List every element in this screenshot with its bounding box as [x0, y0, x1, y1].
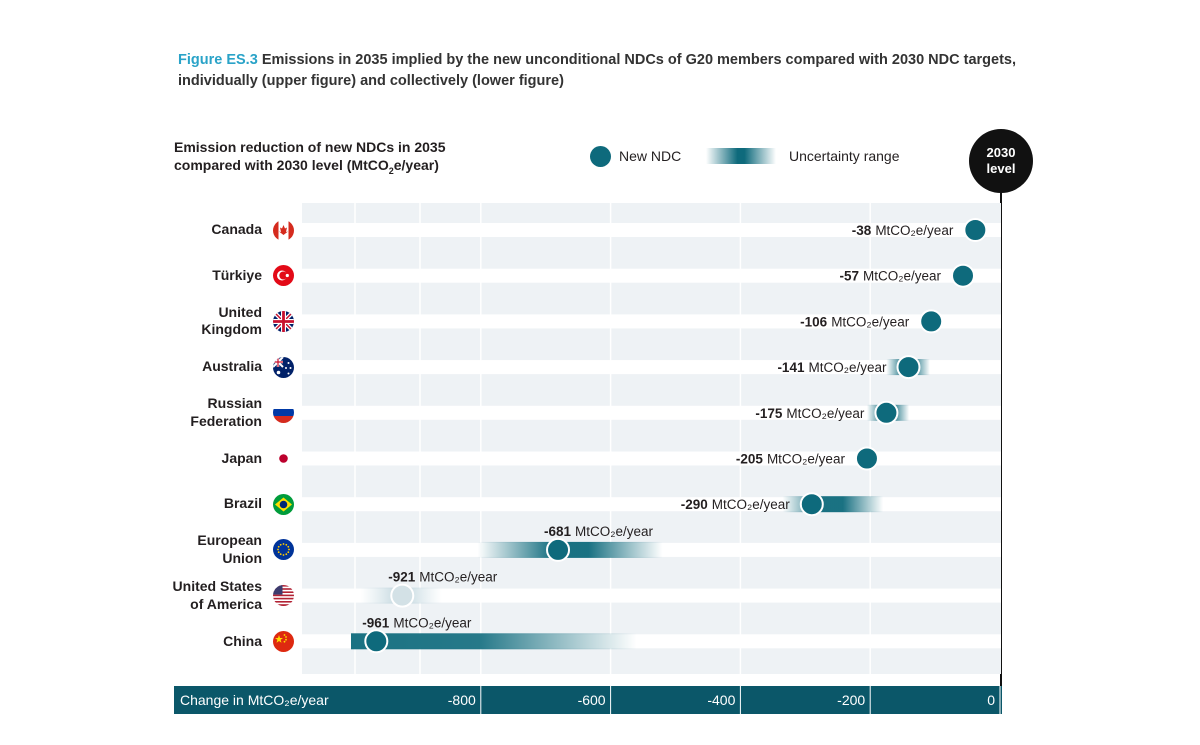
- header-line2-prefix: compared with 2030 level (MtCO: [174, 157, 389, 173]
- row-band: [302, 497, 1001, 512]
- country-label-canada: Canada: [211, 221, 262, 238]
- row-band: [302, 451, 1001, 466]
- figure-label: Figure ES.3: [178, 52, 258, 68]
- country-label-brazil: Brazil: [223, 495, 262, 512]
- ndc-marker-australia: [896, 355, 921, 380]
- legend-new-ndc-marker: [590, 146, 611, 167]
- value-label-european-union: -681 MtCO₂e/year: [544, 524, 654, 539]
- ndc-marker-t-rkiye: [951, 263, 976, 288]
- legend-uncertainty-label: Uncertainty range: [789, 148, 900, 164]
- country-label-t-rkiye: Türkiye: [212, 266, 262, 283]
- value-label-russian-federation: -175 MtCO₂e/year: [755, 406, 865, 421]
- eu-flag-icon: [273, 539, 294, 561]
- brazil-flag-icon: [273, 493, 294, 515]
- country-label-european-union: European Union: [197, 532, 262, 566]
- ndc-marker-united-kingdom: [919, 309, 944, 334]
- value-label-australia: -141 MtCO₂e/year: [777, 360, 887, 375]
- row-band: [302, 588, 1001, 603]
- country-label-united-kingdom: United Kingdom: [201, 303, 262, 338]
- usa-flag-icon: [273, 585, 294, 607]
- turkiye-flag-icon: [273, 265, 294, 287]
- value-label-brazil: -290 MtCO₂e/year: [681, 497, 791, 512]
- header-line2-sub: 2: [388, 165, 394, 176]
- x-axis-bar: [174, 686, 1002, 714]
- row-band: [302, 314, 1001, 329]
- chart-header: Emission reduction of new NDCs in 2035 c…: [174, 138, 494, 180]
- russia-flag-icon: [273, 402, 294, 424]
- japan-flag-icon: [273, 448, 294, 469]
- row-band: [302, 405, 1001, 420]
- country-label-russian-federation: Russian Federation: [190, 395, 262, 429]
- legend-uncertainty-swatch: [706, 148, 776, 164]
- reference-badge: 2030 level: [969, 129, 1033, 193]
- country-label-japan: Japan: [221, 449, 262, 466]
- country-label-united-states-of-america: United States of America: [172, 578, 262, 612]
- row-band: [302, 268, 1001, 283]
- ndc-marker-european-union: [546, 537, 571, 562]
- ndc-marker-china: [364, 629, 389, 654]
- legend-new-ndc-label: New NDC: [619, 148, 682, 164]
- row-band: [302, 223, 1001, 237]
- value-label-china: -961 MtCO₂e/year: [362, 615, 472, 630]
- ndc-marker-brazil: [799, 492, 824, 517]
- ndc-marker-japan: [854, 446, 879, 471]
- uncertainty-range-brazil: [782, 496, 884, 513]
- figure-title: Figure ES.3 Emissions in 2035 implied by…: [178, 50, 1038, 92]
- ndc-marker-canada: [963, 218, 988, 242]
- value-label-united-kingdom: -106 MtCO₂e/year: [800, 314, 910, 329]
- value-label-united-states-of-america: -921 MtCO₂e/year: [388, 570, 498, 585]
- country-label-china: China: [223, 632, 262, 649]
- chart-header-line2: compared with 2030 level (MtCO2e/year): [174, 156, 494, 180]
- uncertainty-range-china: [351, 633, 637, 650]
- ndc-marker-united-states-of-america: [390, 583, 415, 608]
- uncertainty-range-european-union: [477, 541, 663, 558]
- canada-flag-icon: [273, 219, 294, 241]
- australia-flag-icon: [273, 356, 294, 378]
- figure-title-text: Emissions in 2035 implied by the new unc…: [178, 52, 1017, 89]
- header-line2-suffix: e/year): [393, 157, 439, 173]
- value-label-t-rkiye: -57 MtCO₂e/year: [839, 269, 941, 284]
- chart-header-line1: Emission reduction of new NDCs in 2035: [174, 139, 446, 155]
- uk-flag-icon: [273, 310, 294, 332]
- ndc-marker-russian-federation: [874, 400, 899, 425]
- country-label-australia: Australia: [202, 358, 262, 375]
- value-label-japan: -205 MtCO₂e/year: [736, 452, 846, 467]
- row-band: [302, 360, 1001, 375]
- reference-badge-line2: level: [986, 161, 1016, 176]
- value-label-canada: -38 MtCO₂e/year: [852, 223, 954, 238]
- china-flag-icon: [273, 630, 294, 652]
- reference-badge-line1: 2030: [986, 145, 1016, 160]
